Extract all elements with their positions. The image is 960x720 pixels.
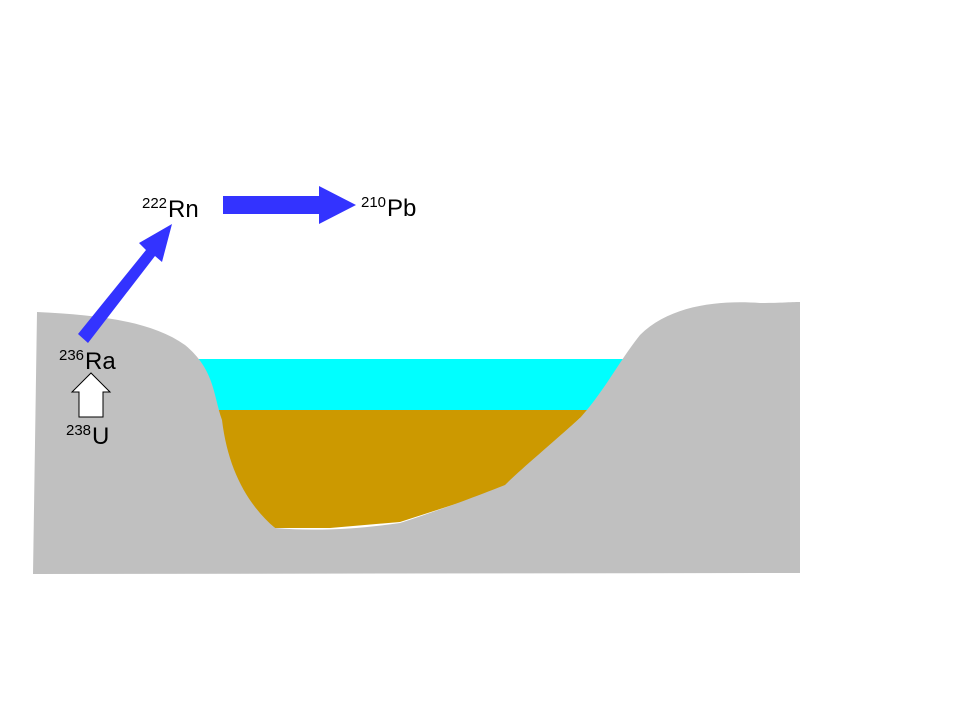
isotope-label-ra: 236Ra (59, 350, 116, 374)
mass-number: 236 (59, 347, 84, 364)
element-symbol: Pb (387, 195, 416, 222)
mass-number: 238 (66, 422, 91, 439)
isotope-label-pb: 210Pb (361, 197, 416, 221)
water-layer (190, 359, 635, 415)
element-symbol: U (92, 423, 109, 450)
mass-number: 222 (142, 195, 167, 212)
isotope-label-rn: 222Rn (142, 198, 199, 222)
arrow-rn-to-pb (223, 186, 356, 224)
isotope-label-u: 238U (66, 425, 109, 449)
element-symbol: Rn (168, 196, 199, 223)
element-symbol: Ra (85, 348, 116, 375)
mass-number: 210 (361, 194, 386, 211)
